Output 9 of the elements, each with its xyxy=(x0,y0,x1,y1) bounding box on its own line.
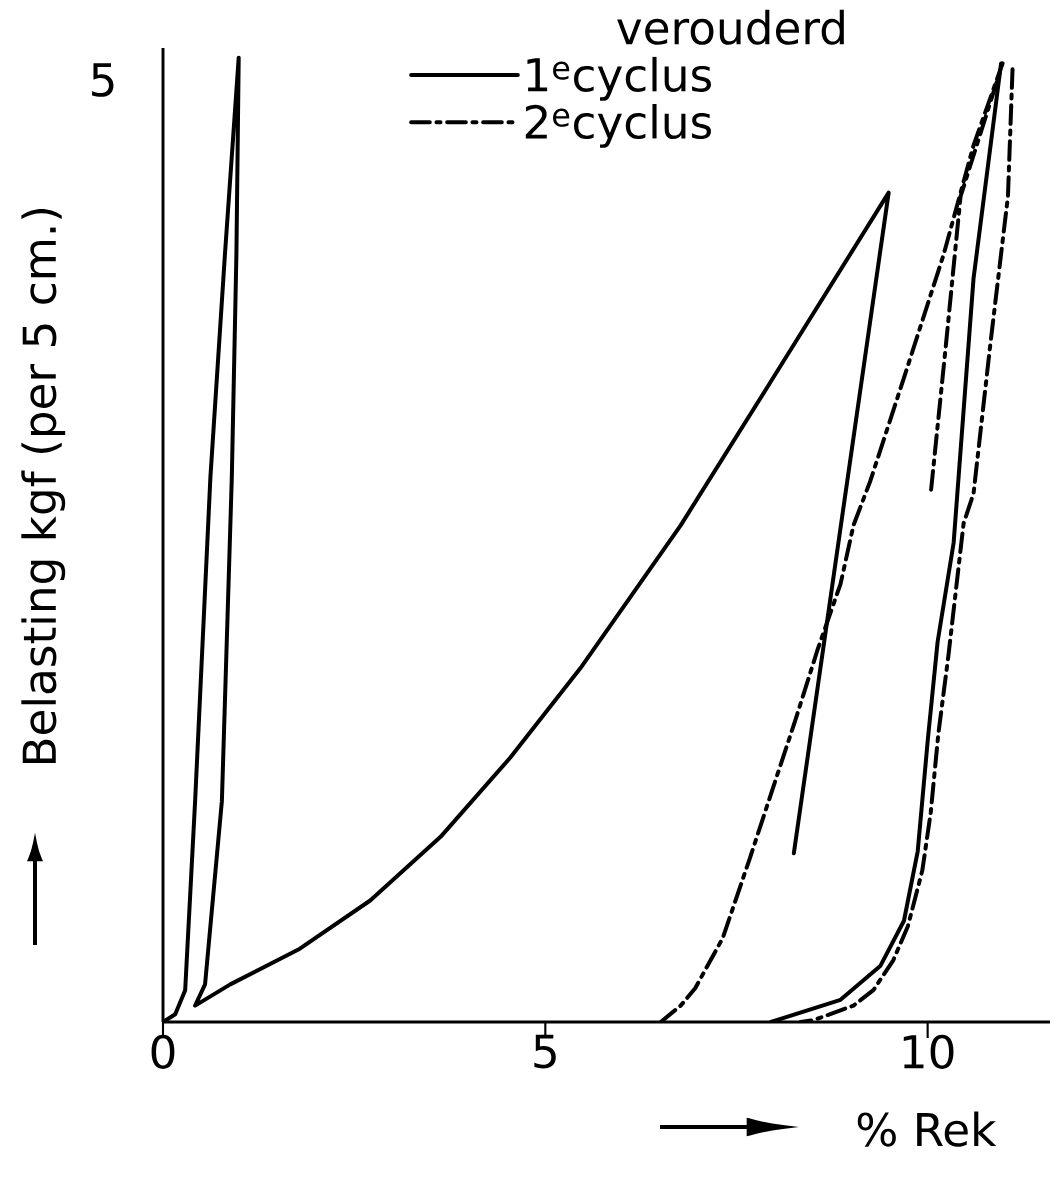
x-tick-label: 5 xyxy=(534,1034,556,1069)
y-axis-title: Belasting kgf (per 5 cm.) xyxy=(21,208,66,764)
legend-label: 2$^{e}$cyclus xyxy=(525,103,711,148)
x-tick-label: 0 xyxy=(151,1034,175,1069)
x-axis-title: % Rek xyxy=(857,1111,997,1147)
x-tick-label: 10 xyxy=(903,1034,954,1069)
legend-label: 1$^{e}$cyclus xyxy=(527,56,711,101)
text: 5 xyxy=(92,63,114,97)
legend-title: verouderd xyxy=(617,9,844,45)
